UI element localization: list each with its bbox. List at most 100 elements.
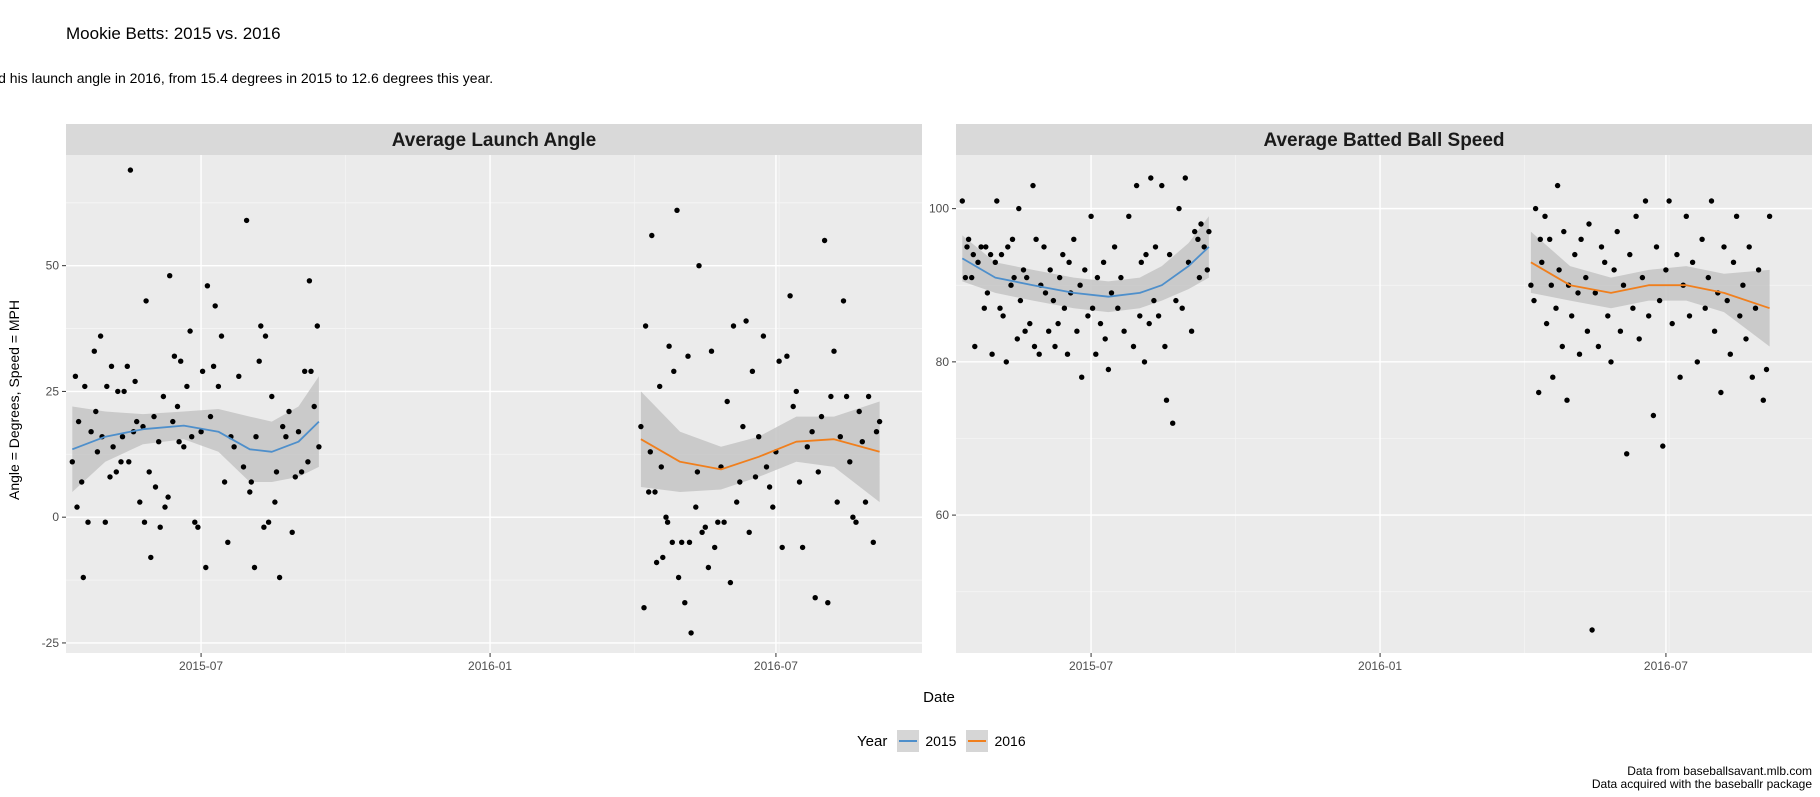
data-point: [1166, 251, 1173, 258]
y-axis-title: Angle = Degrees, Speed = MPH: [6, 300, 22, 500]
data-point: [119, 434, 126, 440]
data-point: [221, 479, 228, 485]
data-point: [1583, 274, 1589, 281]
data-point: [746, 529, 752, 535]
data-point: [647, 449, 653, 455]
data-point: [862, 499, 869, 505]
data-point: [1556, 267, 1562, 273]
data-point: [1553, 305, 1559, 311]
data-point: [1137, 313, 1143, 319]
caption-line-1: Data from baseballsavant.mlb.com: [1627, 764, 1812, 778]
data-point: [306, 278, 313, 284]
data-point: [1539, 259, 1545, 265]
legend-label-2015: 2015: [925, 733, 957, 749]
data-point: [804, 444, 810, 450]
data-point: [1718, 389, 1724, 396]
data-point: [207, 413, 214, 420]
data-point: [187, 328, 193, 334]
data-point: [80, 574, 87, 581]
data-point: [756, 434, 762, 440]
data-point: [85, 519, 91, 525]
data-point: [171, 353, 178, 359]
data-point: [1630, 305, 1636, 311]
data-point: [184, 383, 190, 390]
data-point: [1133, 182, 1140, 189]
data-point: [964, 244, 970, 250]
data-point: [1042, 290, 1049, 296]
data-point: [1066, 259, 1072, 265]
data-point: [1766, 213, 1773, 219]
data-point: [107, 474, 113, 480]
x-tick-label: 2015-07: [1069, 659, 1113, 673]
data-point: [251, 564, 258, 571]
data-point: [1636, 336, 1642, 342]
data-point: [316, 444, 322, 450]
data-point: [203, 564, 209, 571]
data-point: [984, 290, 991, 296]
data-point: [975, 259, 981, 265]
data-point: [1569, 313, 1575, 319]
data-point: [170, 418, 176, 425]
data-point: [195, 524, 201, 530]
data-point: [165, 494, 171, 500]
data-point: [218, 333, 225, 339]
data-point: [727, 579, 734, 586]
data-point: [1163, 397, 1170, 403]
data-point: [1578, 236, 1584, 242]
data-point: [752, 474, 759, 480]
data-point: [243, 217, 250, 224]
data-point: [787, 293, 793, 299]
data-point: [212, 303, 218, 309]
data-point: [231, 444, 237, 450]
data-point: [1064, 351, 1071, 357]
data-point: [825, 600, 831, 606]
data-point: [1564, 397, 1570, 403]
data-point: [1683, 213, 1690, 219]
data-point: [75, 418, 82, 425]
data-point: [671, 368, 677, 374]
data-point: [1660, 443, 1666, 449]
data-point: [1624, 451, 1630, 457]
data-point: [843, 393, 850, 400]
data-point: [289, 529, 295, 535]
data-point: [1008, 282, 1014, 288]
data-point: [1620, 282, 1627, 288]
data-point: [1195, 236, 1201, 242]
data-point: [1057, 274, 1063, 281]
data-point: [1094, 274, 1101, 281]
data-point: [696, 263, 702, 269]
data-point: [1572, 251, 1578, 258]
data-point: [1108, 290, 1115, 296]
data-point: [1575, 290, 1581, 296]
data-point: [1669, 320, 1675, 327]
data-point: [679, 539, 685, 545]
legend-key-2016: [966, 730, 989, 752]
data-point: [724, 398, 730, 405]
data-point: [115, 388, 121, 395]
data-point: [148, 554, 154, 561]
data-point: [660, 554, 666, 561]
data-point: [1576, 351, 1583, 357]
confidence-band-2016: [1530, 231, 1770, 347]
data-point: [108, 363, 115, 369]
y-tick-label: 25: [46, 384, 60, 398]
data-point: [983, 244, 989, 250]
data-point: [1542, 213, 1548, 219]
data-point: [1047, 267, 1053, 273]
data-point: [1737, 313, 1743, 319]
data-point: [1708, 198, 1715, 204]
data-point: [1196, 274, 1203, 281]
data-point: [870, 539, 876, 545]
data-point: [162, 504, 168, 510]
y-tick-label: -25: [42, 636, 60, 650]
data-point: [766, 484, 773, 490]
y-tick-label: 60: [936, 508, 950, 522]
data-point: [649, 232, 655, 239]
data-point: [693, 504, 699, 510]
data-point: [1138, 259, 1145, 265]
data-point: [240, 464, 247, 470]
data-point: [743, 318, 749, 324]
data-point: [1705, 274, 1712, 281]
data-point: [247, 489, 253, 495]
data-point: [79, 479, 85, 485]
